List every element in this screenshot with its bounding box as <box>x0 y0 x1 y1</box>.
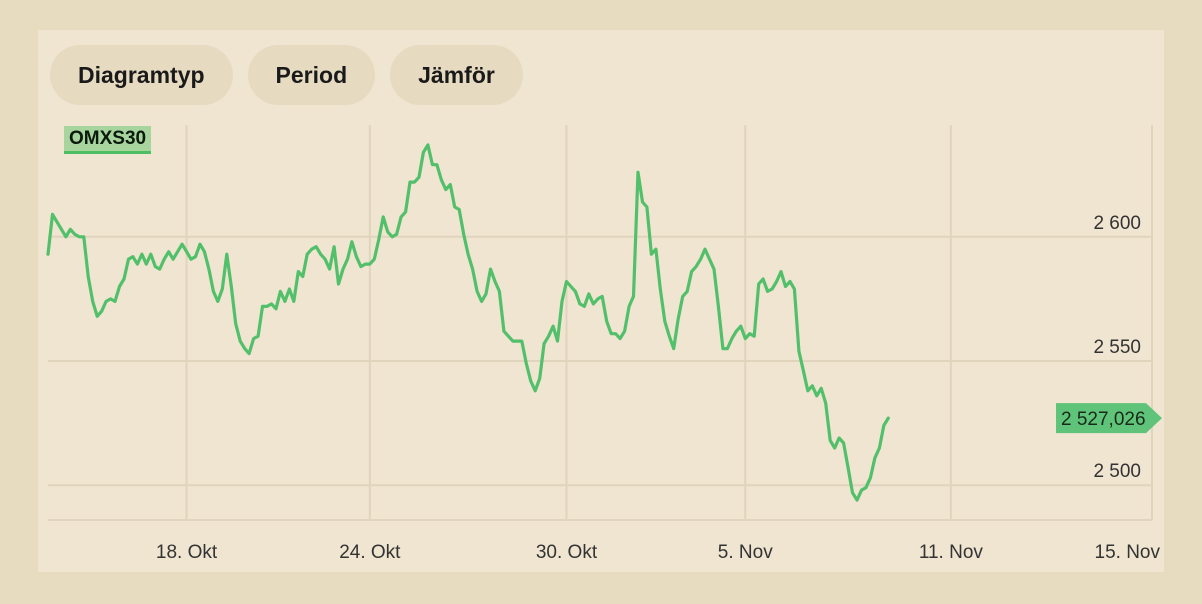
x-tick-label: 24. Okt <box>339 542 401 563</box>
y-tick-label: 2 550 <box>1093 337 1141 358</box>
chart-toolbar: Diagramtyp Period Jämför <box>50 45 523 105</box>
x-tick-label: 18. Okt <box>156 542 218 563</box>
x-tick-label: 15. Nov <box>1095 542 1161 563</box>
compare-button[interactable]: Jämför <box>390 45 523 105</box>
last-value-badge <box>1056 403 1162 434</box>
series-line-omxs30[interactable] <box>46 143 890 502</box>
chart-type-button[interactable]: Diagramtyp <box>50 45 233 105</box>
chart-panel: 2 500 2 550 2 600 18. Okt 24. Okt 30. Okt 5. N… <box>38 30 1164 572</box>
y-tick-label: 2 600 <box>1093 213 1141 234</box>
x-tick-label: 11. Nov <box>919 542 984 563</box>
last-value-label: 2 527,026 <box>1061 409 1146 430</box>
price-chart[interactable]: 2 500 2 550 2 600 18. Okt 24. Okt 30. Okt 5. N… <box>38 30 1164 572</box>
period-button[interactable]: Period <box>247 45 376 105</box>
series-legend-tag[interactable]: OMXS30 <box>64 126 152 154</box>
x-tick-label: 30. Okt <box>536 542 598 563</box>
x-tick-label: 5. Nov <box>718 542 773 563</box>
y-tick-label: 2 500 <box>1093 461 1141 482</box>
